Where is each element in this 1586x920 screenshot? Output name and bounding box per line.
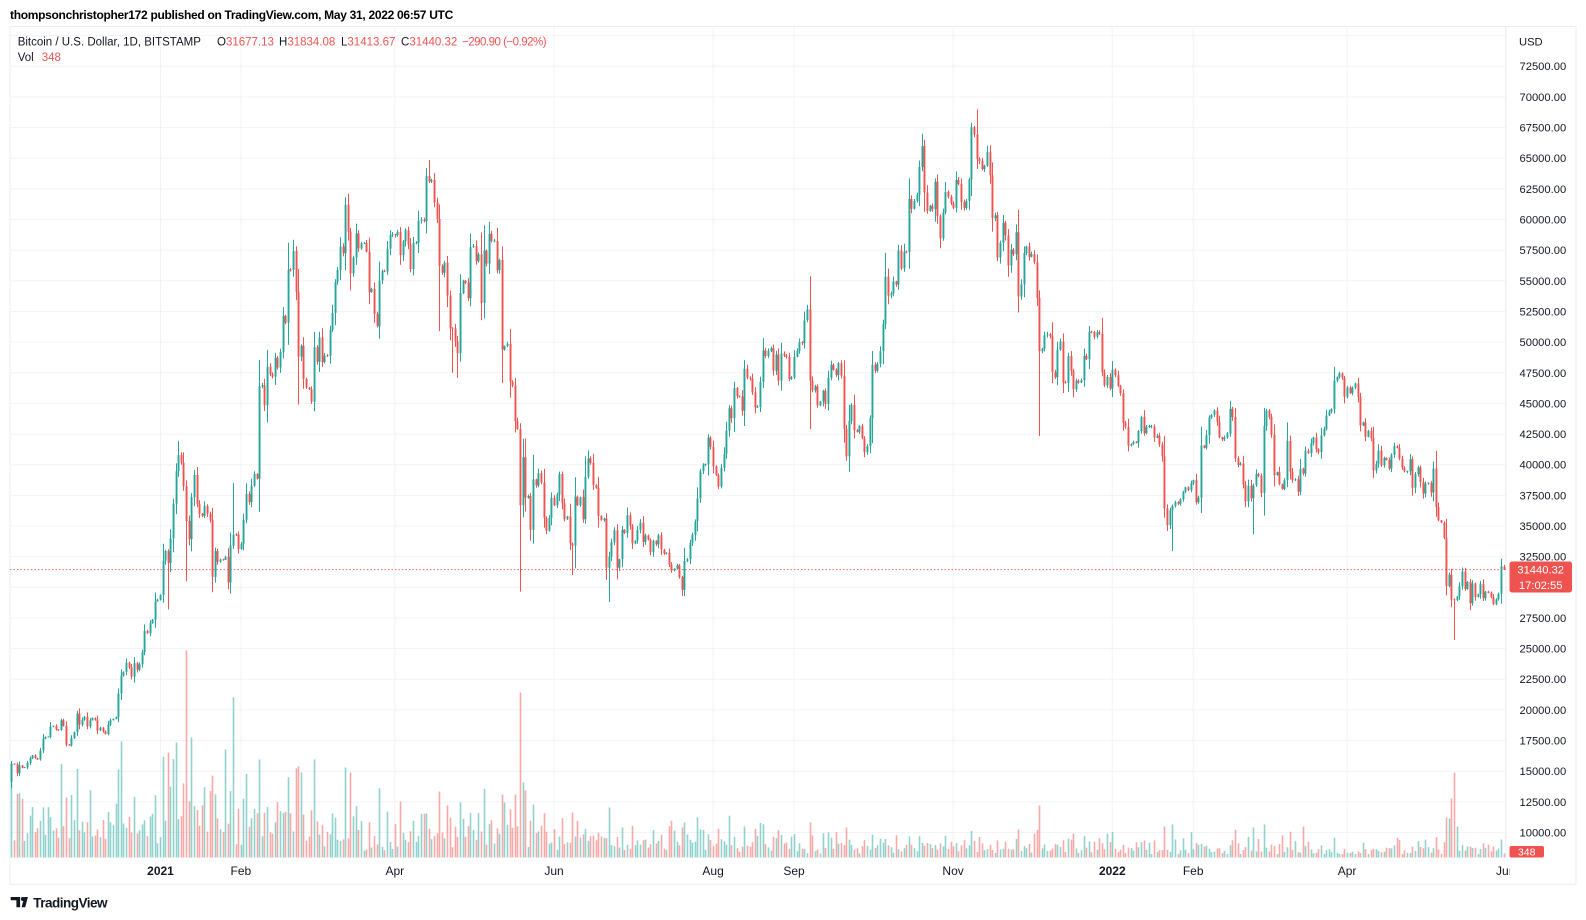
svg-text:17500.00: 17500.00: [1520, 736, 1567, 748]
svg-text:Jun: Jun: [1496, 864, 1515, 878]
svg-text:Jun: Jun: [544, 864, 563, 878]
svg-text:15000.00: 15000.00: [1520, 766, 1567, 778]
svg-text:Nov: Nov: [942, 864, 963, 878]
svg-text:Apr: Apr: [1338, 864, 1357, 878]
svg-text:Apr: Apr: [385, 864, 404, 878]
svg-text:22500.00: 22500.00: [1520, 674, 1567, 686]
svg-text:L31413.67: L31413.67: [341, 37, 395, 49]
svg-text:27500.00: 27500.00: [1520, 613, 1567, 625]
svg-text:62500.00: 62500.00: [1520, 184, 1567, 196]
svg-text:47500.00: 47500.00: [1520, 368, 1567, 380]
svg-text:25000.00: 25000.00: [1520, 644, 1567, 656]
svg-text:C31440.32: C31440.32: [401, 37, 457, 49]
svg-text:TradingView: TradingView: [33, 895, 108, 910]
svg-text:12500.00: 12500.00: [1520, 797, 1567, 809]
svg-text:O31677.13: O31677.13: [217, 37, 274, 49]
svg-text:Aug: Aug: [702, 864, 723, 878]
svg-text:57500.00: 57500.00: [1520, 245, 1567, 257]
svg-text:thompsonchristopher172 publish: thompsonchristopher172 published on Trad…: [10, 8, 454, 22]
svg-text:55000.00: 55000.00: [1520, 276, 1567, 288]
svg-text:70000.00: 70000.00: [1520, 92, 1567, 104]
svg-text:37500.00: 37500.00: [1520, 490, 1567, 502]
svg-text:52500.00: 52500.00: [1520, 307, 1567, 319]
svg-text:Feb: Feb: [1183, 864, 1204, 878]
svg-text:348: 348: [1518, 846, 1536, 858]
svg-text:−290.90 (−0.92%): −290.90 (−0.92%): [462, 37, 547, 49]
svg-text:50000.00: 50000.00: [1520, 337, 1567, 349]
svg-text:Bitcoin / U.S. Dollar, 1D, BIT: Bitcoin / U.S. Dollar, 1D, BITSTAMP: [18, 37, 202, 49]
svg-text:H31834.08: H31834.08: [279, 37, 335, 49]
svg-text:USD: USD: [1519, 36, 1543, 48]
svg-text:32500.00: 32500.00: [1520, 552, 1567, 564]
svg-text:Feb: Feb: [231, 864, 252, 878]
svg-text:42500.00: 42500.00: [1520, 429, 1567, 441]
svg-text:35000.00: 35000.00: [1520, 521, 1567, 533]
svg-text:67500.00: 67500.00: [1520, 123, 1567, 135]
svg-text:Vol: Vol: [18, 52, 34, 64]
svg-text:72500.00: 72500.00: [1520, 61, 1567, 73]
svg-text:31440.32: 31440.32: [1517, 565, 1564, 577]
svg-text:2021: 2021: [147, 864, 174, 878]
svg-text:Sep: Sep: [783, 864, 805, 878]
svg-text:20000.00: 20000.00: [1520, 705, 1567, 717]
svg-text:17:02:55: 17:02:55: [1519, 580, 1563, 592]
svg-text:2022: 2022: [1099, 864, 1126, 878]
svg-text:10000.00: 10000.00: [1520, 828, 1567, 840]
svg-text:45000.00: 45000.00: [1520, 398, 1567, 410]
svg-text:60000.00: 60000.00: [1520, 215, 1567, 227]
svg-text:65000.00: 65000.00: [1520, 153, 1567, 165]
svg-text:348: 348: [42, 52, 61, 64]
svg-text:40000.00: 40000.00: [1520, 460, 1567, 472]
